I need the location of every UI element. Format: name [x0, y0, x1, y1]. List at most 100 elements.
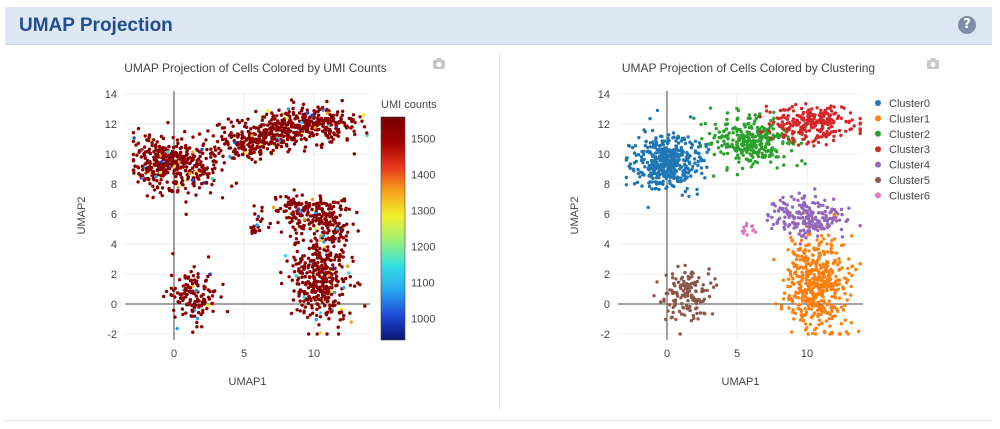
umi-point — [173, 286, 177, 291]
cluster-point — [790, 214, 795, 218]
cluster-point — [797, 286, 801, 290]
cluster-point — [825, 242, 829, 246]
cluster-point — [837, 278, 842, 282]
cluster-point — [839, 116, 843, 121]
umi-point — [332, 210, 336, 215]
umi-camera-icon[interactable] — [433, 58, 445, 69]
cluster-point — [792, 252, 797, 256]
cluster-point — [814, 292, 818, 297]
cluster-point — [681, 289, 685, 293]
cluster-point — [843, 292, 847, 296]
umi-point — [206, 295, 211, 299]
cluster-point — [791, 109, 796, 113]
cluster-point — [770, 148, 774, 152]
cluster-point — [740, 166, 745, 171]
umi-point — [220, 196, 225, 200]
umi-point — [191, 330, 195, 334]
umi-point — [336, 201, 340, 205]
cluster-point — [804, 291, 809, 296]
cluster-point — [786, 114, 790, 118]
umi-point — [219, 149, 223, 153]
cluster-point — [675, 179, 680, 183]
umi-point — [151, 171, 155, 175]
cluster-point — [827, 126, 831, 130]
umi-point — [327, 221, 331, 225]
cluster-point — [840, 266, 844, 270]
legend-item-cluster3[interactable]: Cluster3 — [875, 144, 930, 156]
cluster-point — [825, 302, 830, 307]
umi-point — [196, 310, 201, 315]
cluster-point — [659, 155, 664, 159]
cluster-camera-icon[interactable] — [927, 58, 939, 69]
cluster-point — [801, 294, 805, 299]
umi-point — [147, 133, 152, 137]
cluster-series-5 — [652, 263, 719, 336]
cluster-point — [807, 225, 811, 229]
cluster-point — [808, 209, 813, 213]
cluster-point — [801, 216, 805, 220]
umi-point — [337, 239, 341, 243]
legend-item-cluster2[interactable]: Cluster2 — [875, 129, 930, 141]
cluster-point — [801, 221, 805, 226]
umi-point — [312, 243, 316, 247]
umi-point — [160, 186, 165, 190]
cluster-point — [807, 129, 812, 133]
umi-point — [152, 188, 157, 192]
cluster-point — [802, 124, 806, 129]
umi-point — [173, 315, 177, 319]
cluster-point — [692, 116, 696, 120]
umi-point — [294, 139, 298, 143]
umi-point — [272, 137, 276, 141]
legend-item-cluster4[interactable]: Cluster4 — [875, 160, 930, 172]
cluster-point — [779, 116, 784, 120]
umi-point — [336, 127, 341, 132]
cluster-point — [781, 297, 786, 301]
umi-point — [347, 116, 351, 121]
legend-item-cluster5[interactable]: Cluster5 — [875, 175, 930, 187]
cluster-point — [797, 232, 801, 236]
cluster-point — [771, 127, 775, 131]
umi-point — [344, 276, 348, 281]
umi-point — [344, 234, 348, 238]
umi-point — [178, 173, 183, 177]
umi-point — [282, 209, 286, 214]
cluster-point — [839, 322, 843, 326]
umi-point — [362, 113, 366, 117]
umi-point — [181, 312, 185, 317]
legend-item-cluster6[interactable]: Cluster6 — [875, 190, 930, 202]
cluster-point — [725, 151, 730, 156]
cluster-point — [816, 314, 820, 318]
umi-point — [191, 289, 195, 293]
umi-point — [213, 154, 217, 158]
legend-item-cluster1[interactable]: Cluster1 — [875, 113, 930, 125]
cluster-point — [786, 248, 790, 252]
cluster-point — [695, 279, 699, 284]
umi-point — [316, 287, 321, 292]
cluster-point — [818, 203, 822, 207]
cluster-point — [697, 276, 701, 280]
help-icon[interactable]: ? — [958, 16, 976, 34]
cluster-point — [790, 104, 794, 109]
cluster-point — [689, 286, 693, 290]
cluster-point — [749, 158, 753, 163]
umi-point — [135, 153, 139, 157]
umi-point — [220, 168, 224, 172]
umi-point — [318, 221, 322, 226]
umi-xlabel: UMAP1 — [229, 376, 267, 388]
cluster-point — [686, 135, 690, 139]
cluster-point — [725, 122, 730, 126]
cluster-point — [805, 278, 809, 282]
umi-point — [340, 292, 345, 296]
legend-item-cluster0[interactable]: Cluster0 — [875, 98, 930, 110]
umi-point — [280, 121, 284, 125]
umi-point — [358, 115, 362, 119]
cluster-point — [717, 130, 721, 134]
cluster-point — [765, 218, 770, 223]
cluster-point — [788, 125, 792, 130]
cluster-point — [830, 295, 834, 299]
cluster-point — [657, 181, 662, 185]
cluster-point — [782, 227, 787, 231]
cluster-point — [812, 311, 817, 315]
cluster-point — [831, 121, 836, 125]
